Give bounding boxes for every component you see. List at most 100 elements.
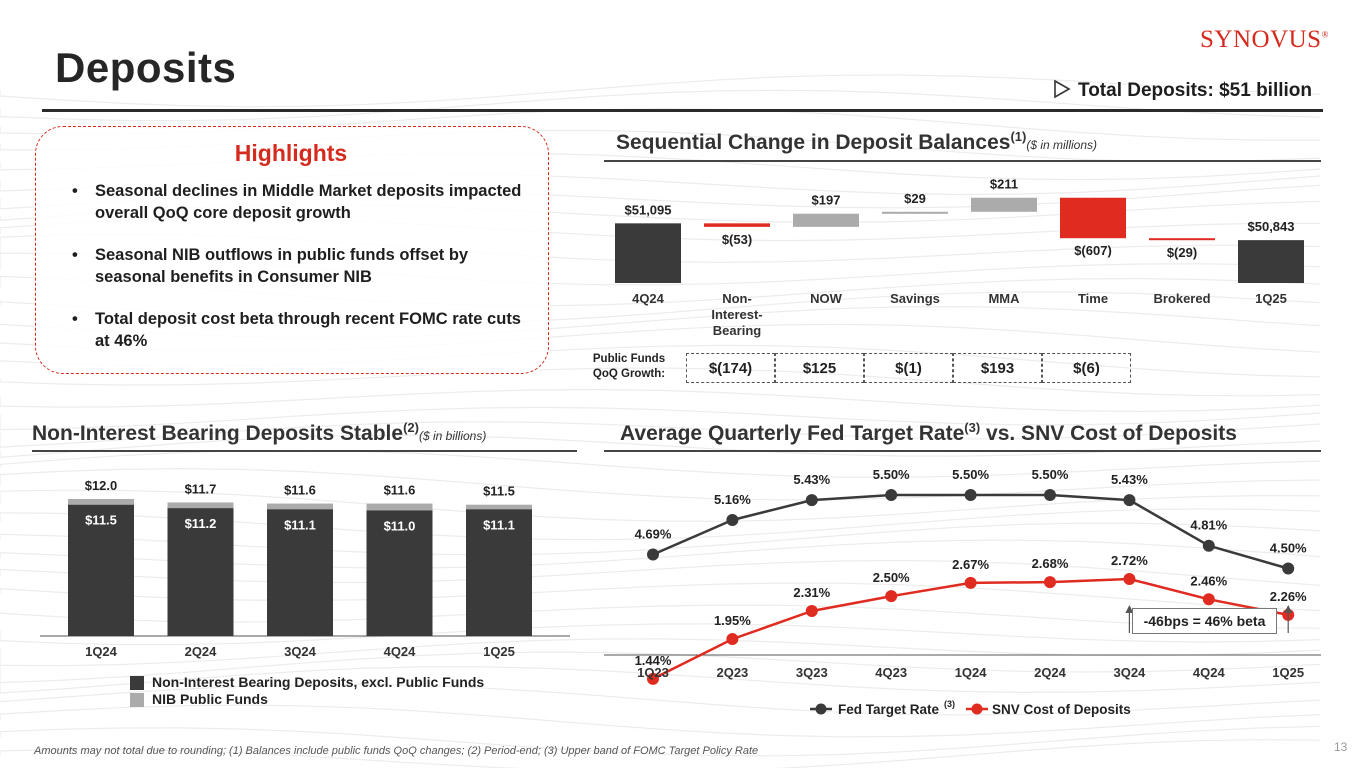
public-funds-label: Public Funds QoQ Growth: xyxy=(592,353,666,380)
waterfall-value-label: $197 xyxy=(812,193,841,208)
rates-category-label: 1Q23 xyxy=(637,665,669,680)
background-wave-line xyxy=(0,74,1321,108)
waterfall-bar xyxy=(882,211,948,214)
nib-public-funds-segment xyxy=(366,503,433,511)
total-deposits-text: Total Deposits: $51 billion xyxy=(1078,80,1313,101)
snv-cost-label: 1.44% xyxy=(635,653,672,668)
waterfall-chart: $51,095 4Q24 $(53) Non-Interest-Bearing $197… xyxy=(615,177,1304,338)
nib-excl-public-segment xyxy=(167,508,234,636)
background-wave-line xyxy=(0,388,1321,413)
rates-title-suffix: vs. SNV Cost of Deposits xyxy=(986,422,1237,445)
rates-title: Average Quarterly Fed Target Rate(3) vs.… xyxy=(620,420,1237,446)
nib-title: Non-Interest Bearing Deposits Stable(2)(… xyxy=(32,420,486,446)
waterfall-category-label: NOW xyxy=(810,291,843,306)
nib-public-funds-segment xyxy=(267,503,333,510)
background-wave-line xyxy=(0,683,1321,716)
background-wave-line xyxy=(0,666,1321,694)
waterfall-value-label: $29 xyxy=(904,191,926,206)
nib-segment-label: $11.2 xyxy=(185,516,217,531)
page-number: 13 xyxy=(1334,740,1348,754)
synovus-logo: SYNOVUS® xyxy=(1200,26,1329,54)
nib-category-label: 2Q24 xyxy=(185,644,218,659)
rates-category-label: 1Q24 xyxy=(955,665,988,680)
public-funds-cell: $125 xyxy=(775,353,864,383)
fed-target-rate-label: 5.50% xyxy=(873,467,910,482)
waterfall-bar xyxy=(1060,197,1126,239)
waterfall-category-label: Brokered xyxy=(1153,291,1210,306)
legend-snv-label: SNV Cost of Deposits xyxy=(992,702,1131,717)
snv-cost-point xyxy=(1123,573,1136,585)
waterfall-bar xyxy=(704,223,770,227)
snv-cost-label: 1.95% xyxy=(714,613,751,628)
legend-fed-footnote: (3) xyxy=(944,699,955,709)
title-divider xyxy=(42,109,1323,112)
public-funds-cell: $193 xyxy=(953,353,1042,383)
nib-public-funds-segment xyxy=(167,502,234,509)
waterfall-bar xyxy=(971,197,1037,212)
footnote-ref-1: (1) xyxy=(1010,129,1027,144)
legend-swatch-nib-public xyxy=(130,693,144,707)
rates-category-label: 4Q24 xyxy=(1193,665,1226,680)
waterfall-category-label: 1Q25 xyxy=(1255,291,1287,306)
fed-target-rate-point xyxy=(1044,489,1056,501)
rates-category-label: 2Q24 xyxy=(1034,665,1067,680)
legend-swatch-nib-excl xyxy=(130,676,144,690)
play-arrow-icon xyxy=(1054,79,1071,99)
nib-title-text: Non-Interest Bearing Deposits Stable xyxy=(32,422,404,445)
sequential-unit: ($ in millions) xyxy=(1026,138,1098,152)
background-wave-line xyxy=(0,651,1321,684)
highlights-title: Highlights xyxy=(234,140,348,166)
nib-public-funds-segment xyxy=(68,499,134,505)
rates-category-label: 4Q23 xyxy=(875,665,907,680)
snv-cost-label: 2.68% xyxy=(1032,556,1069,571)
snv-cost-point xyxy=(726,633,739,646)
public-funds-cell: $(1) xyxy=(864,353,953,383)
background-wave-line xyxy=(0,623,1321,646)
snv-cost-label: 2.67% xyxy=(952,557,989,572)
waterfall-value-label: $(29) xyxy=(1167,245,1197,260)
background-wave-line xyxy=(0,725,1321,757)
waterfall-category-label: Bearing xyxy=(713,323,761,338)
beta-callout: -46bps = 46% beta xyxy=(1132,608,1277,634)
rates-category-label: 2Q23 xyxy=(716,665,748,680)
legend-label-nib-excl: Non-Interest Bearing Deposits, excl. Pub… xyxy=(152,674,485,690)
rates-category-label: 3Q24 xyxy=(1113,665,1146,680)
fed-target-rate-point xyxy=(1202,539,1215,552)
nib-total-label: $11.7 xyxy=(185,481,217,496)
public-funds-cell: $(174) xyxy=(686,353,775,383)
fed-target-rate-point xyxy=(1282,562,1295,575)
rates-category-label: 1Q25 xyxy=(1272,665,1304,680)
snv-cost-point xyxy=(805,604,818,617)
brand-registered-mark: ® xyxy=(1321,29,1329,40)
fed-target-rate-point xyxy=(885,489,898,501)
snv-cost-point xyxy=(1044,576,1056,589)
sequential-title-rule xyxy=(604,160,1321,162)
nib-total-label: $11.5 xyxy=(483,484,515,499)
waterfall-category-label: Time xyxy=(1078,291,1108,306)
highlight-item: Seasonal declines in Middle Market depos… xyxy=(70,180,525,224)
beta-arrow-left xyxy=(1125,605,1134,613)
nib-excl-public-segment xyxy=(68,504,134,636)
background-wave-line xyxy=(0,489,1321,522)
waterfall-value-label: $50,843 xyxy=(1248,219,1295,234)
beta-arrow-right xyxy=(1284,605,1293,613)
fed-target-rate-label: 5.43% xyxy=(1111,472,1148,487)
legend-label-nib-public: NIB Public Funds xyxy=(152,691,268,707)
legend-snv-marker xyxy=(971,703,983,715)
waterfall-value-label: $211 xyxy=(990,177,1018,192)
nib-excl-public-segment xyxy=(267,509,333,636)
rates-title-rule xyxy=(604,450,1321,452)
fed-target-rate-label: 5.43% xyxy=(793,472,830,487)
footnote-ref-2: (2) xyxy=(403,420,419,435)
waterfall-category-label: MMA xyxy=(988,291,1020,306)
waterfall-bar xyxy=(1238,240,1304,283)
waterfall-value-label: $(607) xyxy=(1074,243,1112,258)
fed-target-rate-label: 4.69% xyxy=(635,527,672,542)
fed-target-rate-point xyxy=(726,513,739,526)
fed-target-rate-point xyxy=(805,494,818,507)
nib-total-label: $11.6 xyxy=(384,483,416,498)
highlight-item: Total deposit cost beta through recent F… xyxy=(70,308,525,352)
rates-category-label: 3Q23 xyxy=(796,665,828,680)
fed-target-rate-point xyxy=(647,548,659,561)
nib-category-label: 1Q25 xyxy=(483,644,515,659)
